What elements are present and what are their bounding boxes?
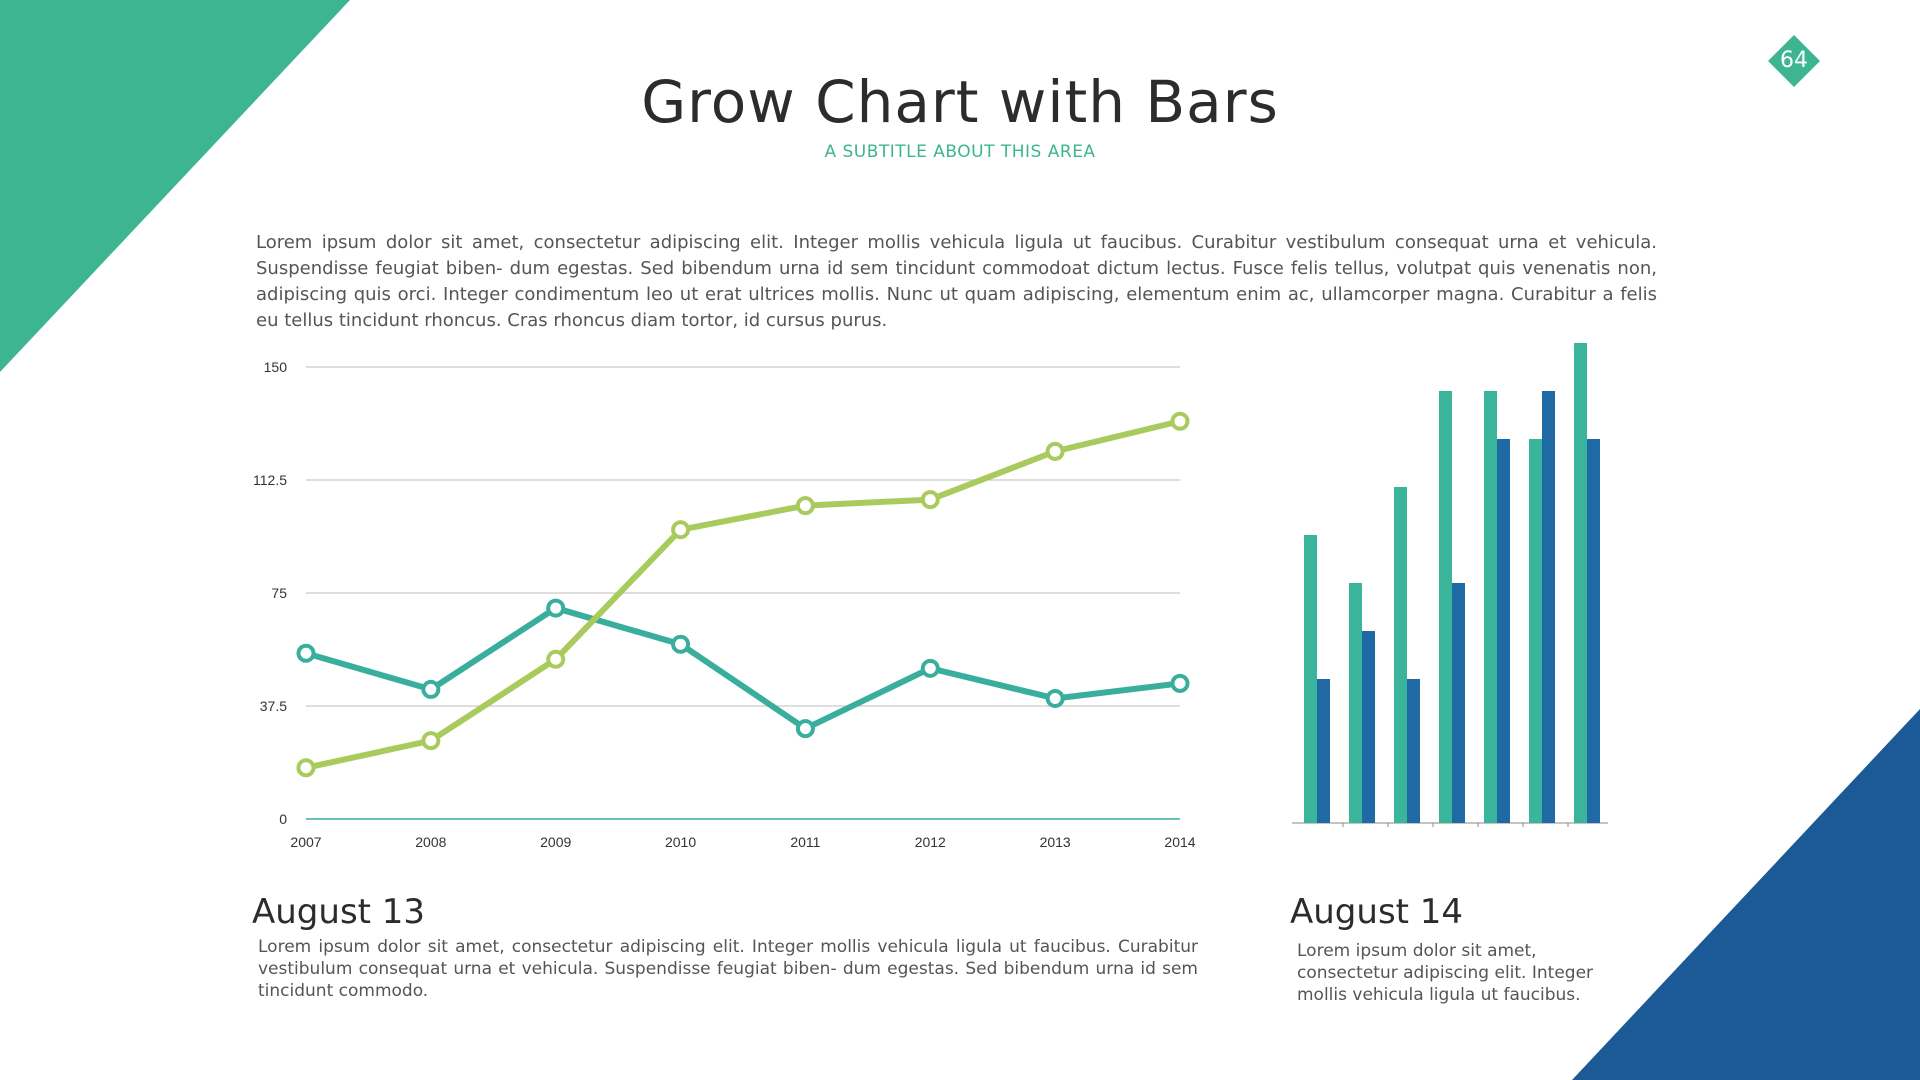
section-text-left: Lorem ipsum dolor sit amet, consectetur … xyxy=(258,937,1198,1001)
page-number-badge xyxy=(1768,35,1820,87)
data-point xyxy=(421,731,441,751)
page-number: 64 xyxy=(1780,48,1808,73)
data-point xyxy=(671,634,691,654)
bar-blue xyxy=(1452,583,1465,823)
section-heading-left: August 13 xyxy=(252,892,426,932)
data-point xyxy=(1170,673,1190,693)
series-line-1 xyxy=(303,605,1183,732)
data-point xyxy=(795,496,815,516)
data-point xyxy=(1045,441,1065,461)
data-point xyxy=(546,598,566,618)
bar-blue xyxy=(1317,679,1330,823)
bar-blue xyxy=(1497,439,1510,823)
bar-blue xyxy=(1407,679,1420,823)
bar-teal xyxy=(1529,439,1542,823)
bar-teal xyxy=(1349,583,1362,823)
x-tick-label: 2011 xyxy=(790,834,820,850)
bar-teal xyxy=(1304,535,1317,823)
corner-triangle-top-left xyxy=(0,0,350,372)
bar-blue xyxy=(1587,439,1600,823)
section-text-right: Lorem ipsum dolor sit amet, consectetur … xyxy=(1297,941,1594,1005)
x-tick-label: 2014 xyxy=(1164,834,1195,850)
data-point xyxy=(421,679,441,699)
bar-teal xyxy=(1439,391,1452,823)
intro-paragraph: Lorem ipsum dolor sit amet, consectetur … xyxy=(256,232,1657,331)
data-point xyxy=(1170,411,1190,431)
x-tick-label: 2008 xyxy=(415,834,446,850)
data-point xyxy=(795,719,815,739)
data-point xyxy=(671,520,691,540)
x-tick-label: 2007 xyxy=(290,834,321,850)
data-point xyxy=(296,643,316,663)
x-tick-label: 2012 xyxy=(915,834,946,850)
data-point xyxy=(1045,688,1065,708)
data-point xyxy=(546,649,566,669)
data-point xyxy=(296,758,316,778)
data-point xyxy=(920,658,940,678)
y-tick-label: 75 xyxy=(271,585,287,601)
data-point xyxy=(920,490,940,510)
y-tick-label: 37.5 xyxy=(260,698,287,714)
y-tick-label: 112.5 xyxy=(253,472,287,488)
y-tick-label: 0 xyxy=(279,811,287,827)
x-tick-label: 2009 xyxy=(540,834,571,850)
page-subtitle: A SUBTITLE ABOUT THIS AREA xyxy=(824,142,1096,162)
bar-teal xyxy=(1574,343,1587,823)
corner-triangle-bottom-right xyxy=(1572,709,1920,1080)
page-title: Grow Chart with Bars xyxy=(641,68,1279,136)
bar-blue xyxy=(1362,631,1375,823)
series-line-2 xyxy=(303,418,1183,771)
x-tick-label: 2010 xyxy=(665,834,696,850)
bar-teal xyxy=(1394,487,1407,823)
x-tick-label: 2013 xyxy=(1040,834,1071,850)
y-tick-label: 150 xyxy=(264,359,288,375)
bar-teal xyxy=(1484,391,1497,823)
bar-blue xyxy=(1542,391,1555,823)
section-heading-right: August 14 xyxy=(1290,892,1464,932)
